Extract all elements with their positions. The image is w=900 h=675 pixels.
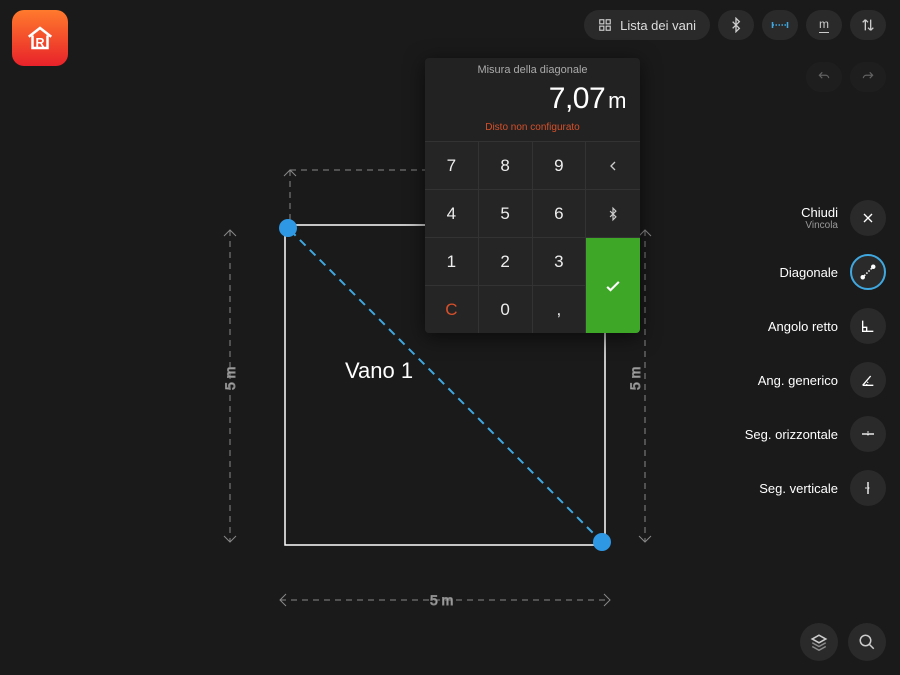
measure-icon <box>771 17 789 33</box>
diagonal-label: Diagonale <box>779 265 838 280</box>
key-bluetooth[interactable] <box>586 189 640 237</box>
unit-button[interactable]: m <box>806 10 842 40</box>
horiz-segment-button[interactable]: Seg. orizzontale <box>745 416 886 452</box>
vert-segment-button[interactable]: Seg. verticale <box>759 470 886 506</box>
key-5[interactable]: 5 <box>479 189 533 237</box>
top-toolbar: Lista dei vani m <box>584 10 886 40</box>
check-icon <box>603 276 623 296</box>
app-logo[interactable]: R <box>12 10 68 66</box>
diagonal-constraint-button[interactable]: Diagonale <box>779 254 886 290</box>
svg-text:5 m: 5 m <box>222 367 238 390</box>
vert-seg-label: Seg. verticale <box>759 481 838 496</box>
key-2[interactable]: 2 <box>479 237 533 285</box>
key-6[interactable]: 6 <box>533 189 587 237</box>
key-8[interactable]: 8 <box>479 141 533 189</box>
room-label: Vano 1 <box>345 358 413 384</box>
keypad-warning: Disto non configurato <box>425 122 640 141</box>
svg-text:5 m: 5 m <box>627 367 643 390</box>
bluetooth-button[interactable] <box>718 10 754 40</box>
key-clear[interactable]: C <box>425 285 479 333</box>
right-angle-label: Angolo retto <box>768 319 838 334</box>
key-9[interactable]: 9 <box>533 141 587 189</box>
rooms-list-button[interactable]: Lista dei vani <box>584 10 710 40</box>
chevron-left-icon <box>605 158 621 174</box>
svg-text:5 m: 5 m <box>430 592 453 608</box>
key-3[interactable]: 3 <box>533 237 587 285</box>
close-constraint-button[interactable]: ChiudiVincola <box>801 200 886 236</box>
sort-button[interactable] <box>850 10 886 40</box>
vert-seg-icon <box>850 470 886 506</box>
diagonal-icon <box>850 254 886 290</box>
measure-toggle-button[interactable] <box>762 10 798 40</box>
keypad-display: 7,07m <box>425 78 640 122</box>
key-1[interactable]: 1 <box>425 237 479 285</box>
node-top-left[interactable] <box>279 219 297 237</box>
unit-label: m <box>819 17 829 33</box>
constraint-menu: ChiudiVincola Diagonale Angolo retto Ang… <box>745 200 886 506</box>
key-0[interactable]: 0 <box>479 285 533 333</box>
node-bottom-right[interactable] <box>593 533 611 551</box>
bottom-tools <box>800 623 886 661</box>
right-angle-icon <box>850 308 886 344</box>
layers-button[interactable] <box>800 623 838 661</box>
keypad-title: Misura della diagonale <box>425 58 640 78</box>
close-label: Chiudi <box>801 205 838 220</box>
key-7[interactable]: 7 <box>425 141 479 189</box>
svg-text:R: R <box>35 36 44 50</box>
close-sub: Vincola <box>801 220 838 231</box>
bluetooth-icon <box>606 206 620 222</box>
sort-icon <box>860 17 876 33</box>
generic-angle-button[interactable]: Ang. generico <box>758 362 886 398</box>
undo-icon <box>816 70 832 84</box>
search-button[interactable] <box>848 623 886 661</box>
undo-button[interactable] <box>806 62 842 92</box>
keypad-value: 7,07 <box>549 82 605 115</box>
redo-button[interactable] <box>850 62 886 92</box>
bluetooth-icon <box>728 17 744 33</box>
key-4[interactable]: 4 <box>425 189 479 237</box>
layers-icon <box>810 633 828 651</box>
measure-keypad: Misura della diagonale 7,07m Disto non c… <box>425 58 640 333</box>
undo-redo-group <box>806 62 886 92</box>
redo-icon <box>860 70 876 84</box>
horiz-seg-icon <box>850 416 886 452</box>
keypad-unit: m <box>608 88 626 113</box>
right-angle-button[interactable]: Angolo retto <box>768 308 886 344</box>
key-backspace[interactable] <box>586 141 640 189</box>
generic-angle-icon <box>850 362 886 398</box>
horiz-seg-label: Seg. orizzontale <box>745 427 838 442</box>
grid-icon <box>598 18 612 32</box>
rooms-list-label: Lista dei vani <box>620 18 696 33</box>
generic-angle-label: Ang. generico <box>758 373 838 388</box>
key-confirm[interactable] <box>586 237 640 333</box>
close-icon <box>850 200 886 236</box>
search-icon <box>858 633 876 651</box>
key-decimal[interactable]: , <box>533 285 587 333</box>
